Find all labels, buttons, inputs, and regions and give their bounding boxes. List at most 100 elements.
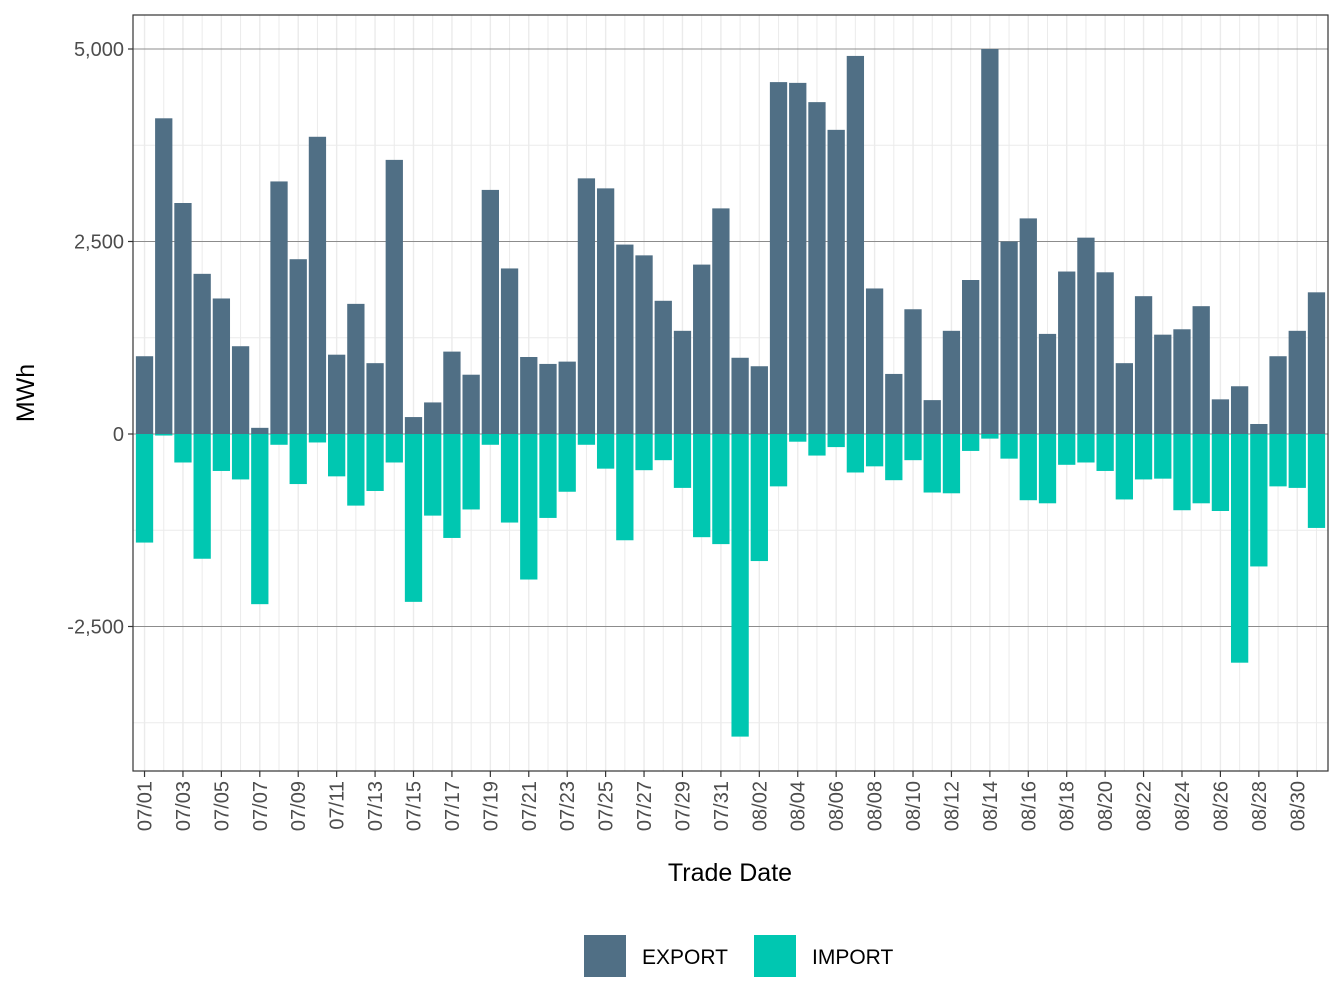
bar-export	[481, 189, 499, 434]
plot-area	[132, 14, 1329, 772]
bar-export	[193, 273, 211, 434]
bar-export	[1192, 306, 1210, 434]
y-axis: -2,500 0 2,500 5,000	[67, 39, 133, 639]
bar-import	[366, 434, 384, 491]
bar-export	[462, 374, 480, 434]
bar-import	[827, 434, 845, 448]
bar-import	[577, 434, 596, 445]
bar-export	[1019, 218, 1037, 434]
bar-export	[885, 373, 903, 434]
bar-export	[846, 55, 865, 435]
bar-export	[942, 330, 961, 434]
bar-export	[1230, 386, 1249, 434]
bar-import	[616, 434, 634, 541]
bar-export	[1038, 333, 1057, 434]
bar-export	[1096, 272, 1114, 434]
bar-import	[1288, 434, 1306, 488]
bar-export	[808, 102, 826, 434]
bar-export	[1250, 423, 1268, 434]
bar-import	[1038, 434, 1057, 504]
bar-import	[673, 434, 692, 488]
x-tick-label: 07/21	[519, 781, 541, 831]
bar-export	[308, 136, 327, 434]
bar-import	[1058, 434, 1076, 465]
bar-export	[135, 356, 154, 434]
x-axis-title: Trade Date	[668, 859, 792, 887]
legend-label-export: EXPORT	[642, 946, 728, 969]
x-tick-label: 07/03	[173, 781, 195, 831]
bar-export	[500, 268, 519, 434]
bar-export	[596, 188, 615, 434]
bar-export	[366, 363, 384, 434]
x-tick-label: 07/15	[403, 781, 425, 831]
plot-border	[132, 14, 1329, 772]
bar-export	[155, 118, 173, 435]
bar-import	[942, 434, 961, 494]
y-tick-label: 2,500	[74, 232, 124, 254]
bar-export	[731, 357, 749, 434]
bar-import	[520, 434, 538, 580]
bar-import	[865, 434, 884, 467]
x-tick-label: 07/27	[634, 781, 656, 831]
bar-import	[808, 434, 826, 456]
bar-import	[1230, 434, 1249, 663]
bar-export	[231, 346, 250, 434]
x-axis: 07/01 07/03 07/05 07/07 07/09 07/11 07/13 07/15…	[135, 771, 1309, 831]
bar-import	[693, 434, 711, 538]
bar-export	[923, 400, 941, 434]
bar-export	[520, 357, 538, 434]
x-tick-label: 07/13	[365, 781, 387, 831]
legend-key-import	[754, 935, 796, 977]
bar-export	[347, 303, 365, 434]
bar-import	[1250, 434, 1268, 567]
bar-import	[155, 434, 173, 436]
legend: EXPORT IMPORT	[584, 935, 893, 977]
bar-export	[174, 203, 192, 434]
x-tick-label: 08/30	[1287, 781, 1309, 831]
bar-export	[962, 280, 980, 434]
bar-export	[289, 259, 307, 434]
bar-export	[1211, 399, 1230, 434]
bar-import	[1269, 434, 1287, 487]
bar-export	[1269, 356, 1287, 434]
bar-import	[212, 434, 231, 471]
y-axis-title: MWh	[12, 364, 40, 422]
x-tick-label: 08/02	[749, 781, 771, 831]
bar-import	[1115, 434, 1133, 500]
bars	[135, 49, 1326, 737]
y-tick-label: 0	[113, 424, 124, 446]
x-tick-label: 07/17	[442, 781, 464, 831]
bar-import	[1192, 434, 1210, 504]
bar-import	[1134, 434, 1153, 480]
bar-export	[1173, 329, 1191, 434]
x-tick-label: 08/12	[941, 781, 963, 831]
x-tick-label: 07/25	[596, 781, 618, 831]
bar-export	[635, 255, 653, 434]
bar-export	[1134, 296, 1153, 434]
bar-export	[673, 330, 692, 434]
x-tick-label: 07/05	[211, 781, 233, 831]
bar-import	[981, 434, 999, 439]
bar-import	[174, 434, 192, 463]
bar-import	[885, 434, 903, 481]
x-tick-label: 08/10	[903, 781, 925, 831]
bar-export	[769, 82, 788, 435]
bar-export	[424, 402, 442, 434]
bar-import	[750, 434, 768, 562]
x-tick-label: 08/24	[1172, 781, 1194, 831]
bar-import	[596, 434, 615, 469]
bar-import	[347, 434, 365, 506]
bar-export	[904, 309, 922, 434]
legend-key-export	[584, 935, 626, 977]
bar-import	[385, 434, 403, 463]
x-tick-label: 08/26	[1210, 781, 1232, 831]
bar-export	[1288, 330, 1306, 434]
bar-export	[1000, 241, 1018, 434]
bar-import	[289, 434, 307, 485]
y-tick-label: -2,500	[67, 617, 124, 639]
x-tick-label: 07/09	[288, 781, 310, 831]
y-tick-label: 5,000	[74, 39, 124, 61]
bar-export	[1115, 363, 1133, 434]
bar-import	[1154, 434, 1172, 479]
